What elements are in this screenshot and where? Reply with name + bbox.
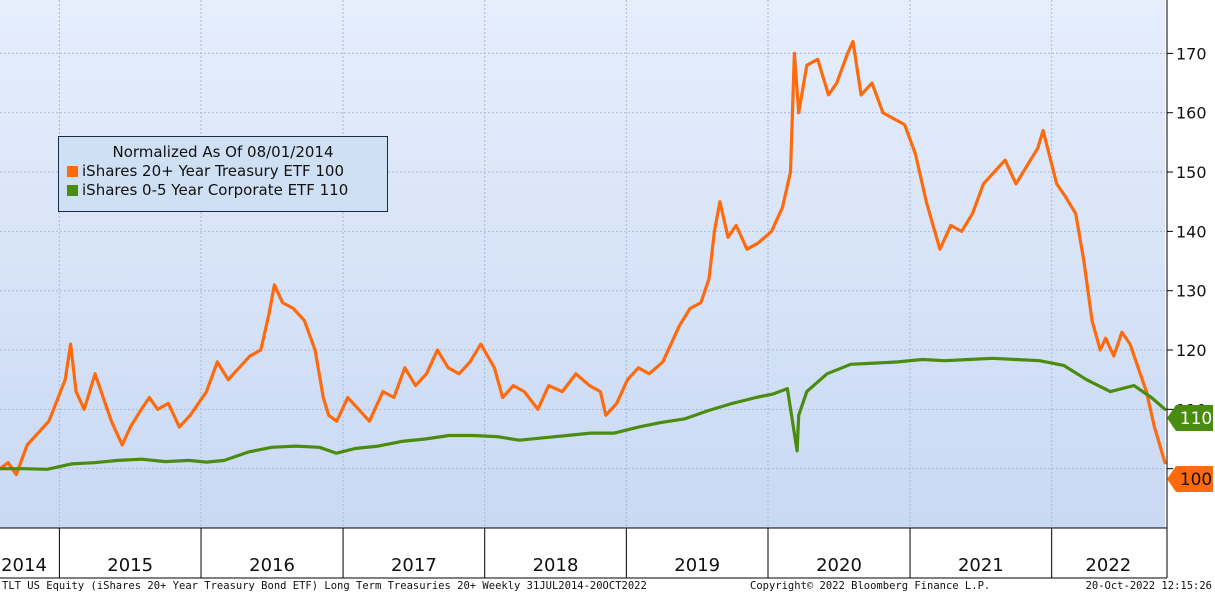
last-value-label-corporate: 110	[1180, 409, 1212, 429]
x-tick-label-2014: 2014	[1, 555, 47, 576]
y-tick-label-170: 170	[1176, 44, 1207, 63]
x-tick-label-2018: 2018	[533, 555, 579, 576]
footer-copyright: Copyright© 2022 Bloomberg Finance L.P.	[750, 580, 991, 592]
y-tick-label-140: 140	[1176, 222, 1207, 241]
footer-timestamp: 20-Oct-2022 12:15:26	[1085, 580, 1212, 592]
y-tick-label-160: 160	[1176, 104, 1207, 123]
y-tick-label-150: 150	[1176, 163, 1207, 182]
last-value-tag-corporate: 110	[1167, 405, 1213, 431]
legend-entry-treasury-label: iShares 20+ Year Treasury ETF 100	[82, 162, 345, 180]
series-line-treasury	[0, 39, 1167, 477]
legend-title: Normalized As Of 08/01/2014	[112, 143, 334, 161]
series-line-corporate	[0, 356, 1167, 471]
legend-swatch-green	[67, 185, 78, 196]
y-tick-label-120: 120	[1176, 341, 1207, 360]
legend-swatch-orange	[67, 166, 78, 177]
last-value-label-treasury: 100	[1180, 470, 1212, 490]
legend-entry-corporate-label: iShares 0-5 Year Corporate ETF 110	[82, 181, 349, 199]
y-tick-label-130: 130	[1176, 282, 1207, 301]
last-value-tag-treasury: 100	[1167, 466, 1213, 492]
legend-entry-corporate: iShares 0-5 Year Corporate ETF 110	[67, 181, 379, 200]
legend: Normalized As Of 08/01/2014 iShares 20+ …	[58, 136, 388, 212]
x-tick-label-2022: 2022	[1085, 555, 1131, 576]
x-tick-label-2016: 2016	[249, 555, 295, 576]
x-tick-label-2017: 2017	[391, 555, 437, 576]
legend-entry-treasury: iShares 20+ Year Treasury ETF 100	[67, 162, 379, 181]
x-tick-label-2015: 2015	[107, 555, 153, 576]
plot-background	[0, 0, 1165, 528]
x-tick-label-2019: 2019	[674, 555, 720, 576]
footer-security-description: TLT US Equity (iShares 20+ Year Treasury…	[2, 580, 647, 592]
x-tick-label-2021: 2021	[958, 555, 1004, 576]
x-tick-label-2020: 2020	[816, 555, 862, 576]
